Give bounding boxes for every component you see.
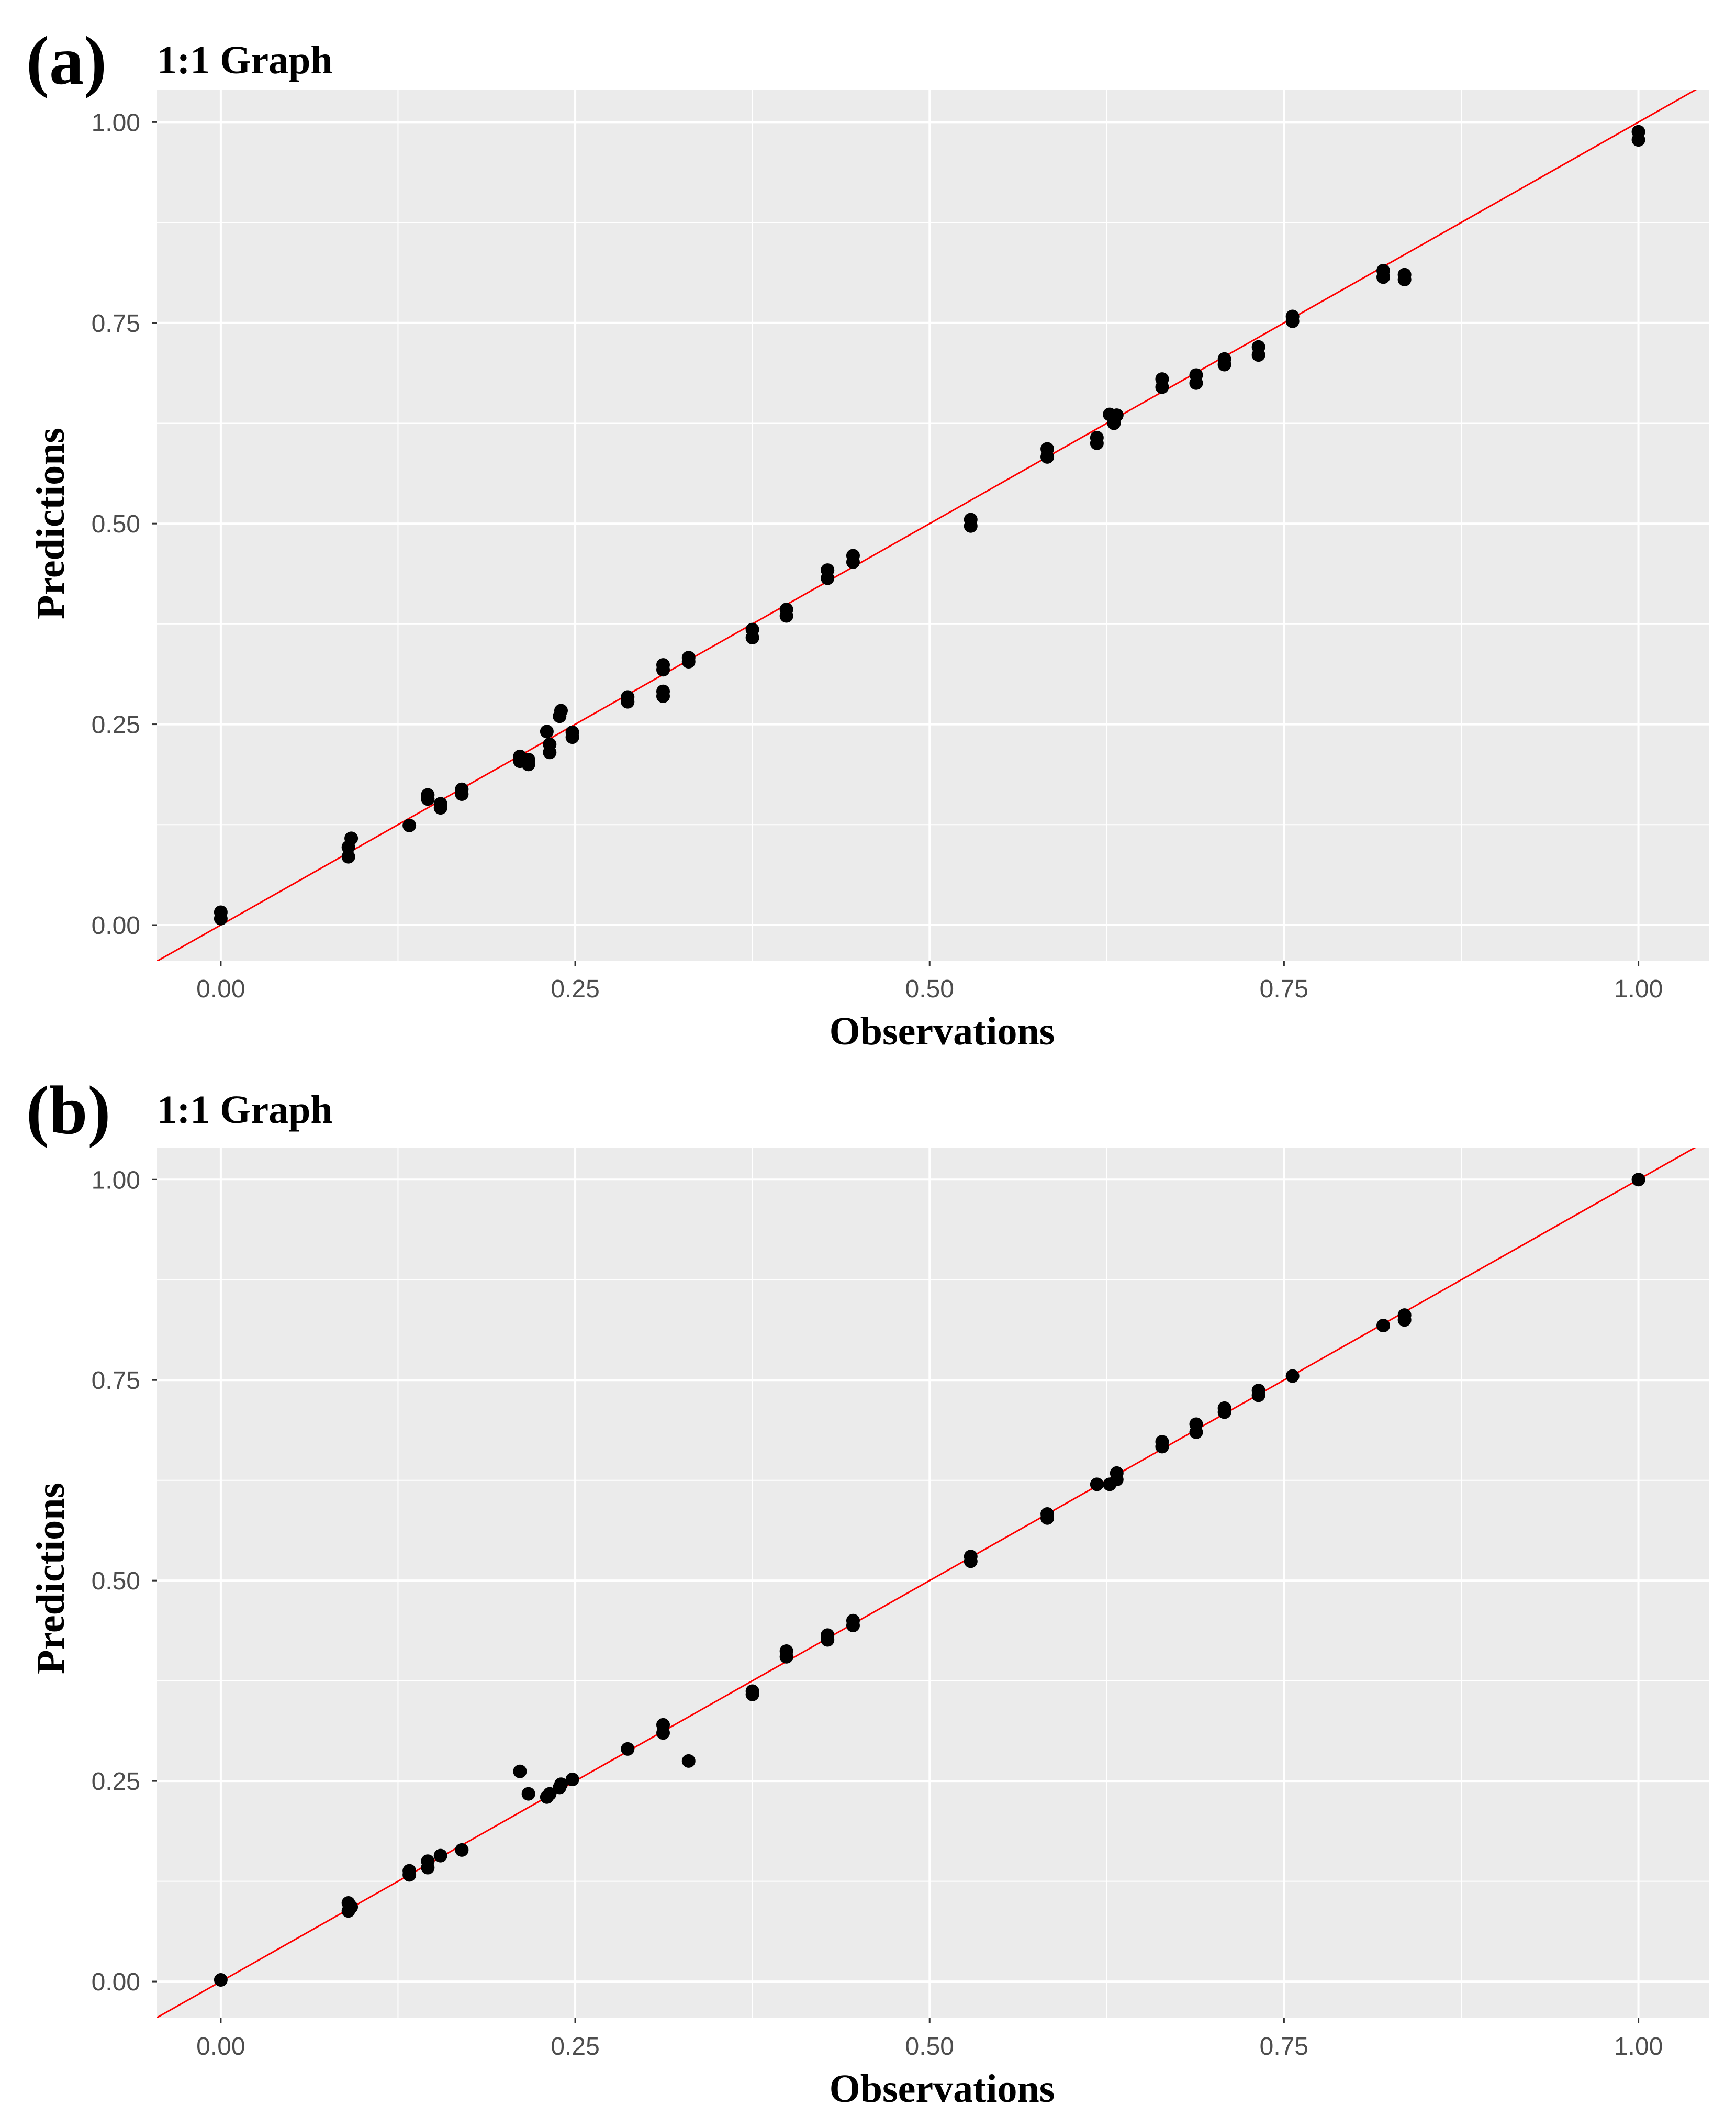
data-point-a [344,831,359,845]
data-point-b [1285,1369,1300,1383]
data-point-b [1110,1466,1124,1480]
data-point-b [1155,1435,1169,1449]
data-point-a [779,603,793,617]
data-point-b [656,1718,670,1732]
data-point-a [846,549,860,563]
data-point-b [554,1777,568,1791]
data-point-a [421,788,435,802]
x-tick-label-b: 0.50 [905,2033,954,2061]
data-point-b [964,1550,978,1564]
data-point-b [1217,1401,1231,1415]
data-point-b [421,1854,435,1868]
x-tick-label-b: 0.75 [1260,2033,1308,2061]
data-point-b [846,1613,860,1628]
y-tick-label-a: 0.75 [92,310,140,338]
data-point-b [821,1628,835,1642]
data-point-b [1040,1507,1055,1521]
data-point-b [1397,1308,1412,1322]
x-tick-label-b: 0.00 [196,2033,245,2061]
x-tick-label-b: 0.25 [551,2033,599,2061]
data-point-b [1189,1417,1203,1431]
data-point-a [1631,125,1645,139]
data-point-b [681,1754,696,1768]
y-tick-label-b: 0.25 [92,1768,140,1796]
data-point-a [455,782,469,796]
data-point-a [1217,352,1231,366]
data-point-a [821,563,835,577]
data-point-b [745,1684,759,1698]
y-tick-label-b: 0.00 [92,1968,140,1996]
data-point-a [1285,309,1300,324]
data-point-b [455,1843,469,1857]
data-point-b [1376,1319,1391,1333]
data-point-a [964,513,978,527]
data-point-a [1376,264,1391,278]
panel-letter-a: (a) [26,22,107,99]
data-point-b [433,1848,447,1863]
y-tick-label-a: 0.50 [92,510,140,538]
data-point-b [513,1764,527,1778]
x-tick-label-a: 0.00 [196,975,245,1003]
y-tick-label-b: 0.75 [92,1367,140,1395]
x-tick-label-b: 1.00 [1614,2033,1663,2061]
data-point-a [554,704,568,718]
data-point-b [1631,1173,1645,1187]
y-tick-label-a: 1.00 [92,109,140,137]
data-point-a [543,737,557,751]
x-tick-label-a: 0.50 [905,975,954,1003]
panel-a: (a) 1:1 Graph 0.00 0.25 0.50 0.75 1.000.000.… [26,22,1709,1053]
data-point-a [341,850,355,864]
y-tick-label-b: 0.50 [92,1567,140,1595]
data-point-a [1090,431,1104,445]
data-point-a [402,818,417,832]
data-point-b [1251,1384,1265,1398]
data-point-b [344,1900,359,1914]
data-point-b [521,1787,535,1801]
data-point-a [1040,442,1055,456]
panel-letter-b: (b) [26,1072,110,1149]
plot-area-a: 0.00 0.25 0.50 0.75 1.00 0.00 0.25 0.50 0.75 1.00 [92,90,1709,1003]
y-tick-label-b: 1.00 [92,1166,140,1194]
panel-background-a [157,90,1709,961]
panel-background-b [157,1148,1709,2018]
data-point-a [1110,408,1124,422]
y-axis-label-a: Predictions [29,428,73,619]
x-tick-label-a: 0.75 [1260,975,1308,1003]
x-axis-label-b: Observations [830,2067,1055,2111]
data-point-a [1155,372,1169,386]
y-tick-label-a: 0.25 [92,711,140,739]
x-tick-label-a: 1.00 [1614,975,1663,1003]
data-point-a [565,725,579,739]
data-point-a [1397,268,1412,282]
data-point-a [656,658,670,672]
data-point-a [745,622,759,637]
data-point-a [521,753,535,767]
plot-area-b: 0.00 0.25 0.50 0.75 1.00 0.00 0.25 0.50 0.75 1.00 [92,1148,1709,2061]
data-point-a [1189,368,1203,382]
data-point-b [214,1973,228,1987]
data-point-a [656,684,670,698]
x-axis-label-a: Observations [830,1009,1055,1053]
data-point-a [540,725,554,739]
data-point-b [565,1773,579,1787]
data-point-a [681,651,696,665]
data-point-b [621,1742,635,1756]
y-axis-label-b: Predictions [29,1483,73,1674]
plot-title-b: 1:1 Graph [157,1088,333,1132]
data-point-a [433,797,447,811]
data-point-a [621,690,635,704]
data-point-a [1251,340,1265,354]
data-point-b [779,1644,793,1658]
data-point-a [214,905,228,919]
plot-title-a: 1:1 Graph [157,38,333,82]
reference-line-a [157,90,1697,961]
y-tick-label-a: 0.00 [92,912,140,940]
x-tick-label-a: 0.25 [551,975,599,1003]
data-point-b [543,1787,557,1801]
data-point-b [402,1864,417,1878]
panel-b: (b) 1:1 Graph 0.00 0.25 0.50 0.75 1.000.000.… [26,1072,1709,2111]
data-point-b [1090,1477,1104,1491]
